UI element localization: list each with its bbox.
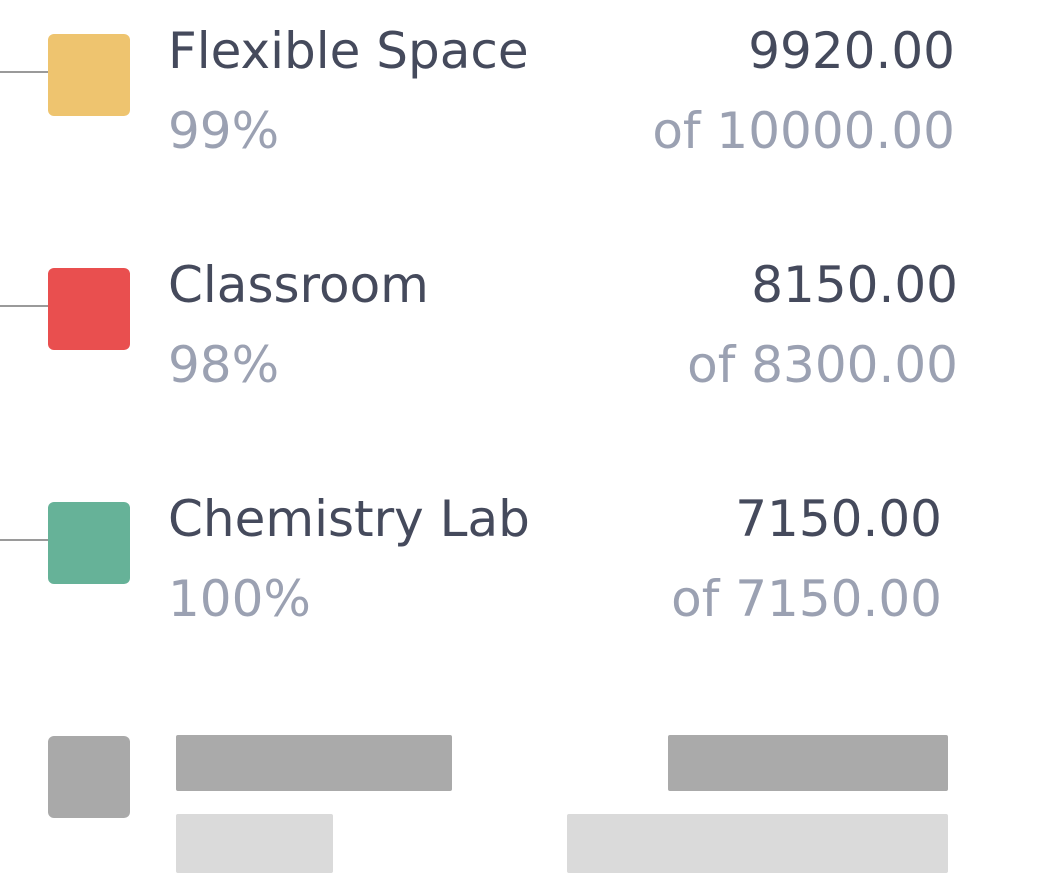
placeholder-swatch	[48, 736, 130, 818]
item-percent: 100%	[168, 570, 311, 628]
color-swatch	[48, 34, 130, 116]
placeholder-bar	[668, 735, 948, 791]
placeholder-bar	[567, 814, 948, 873]
item-total: of 8300.00	[687, 336, 958, 394]
item-total: of 10000.00	[652, 102, 955, 160]
item-value: 9920.00	[748, 22, 955, 80]
item-name: Classroom	[168, 256, 429, 314]
connector-line	[0, 539, 48, 541]
item-name: Flexible Space	[168, 22, 529, 80]
connector-line	[0, 71, 48, 73]
item-percent: 98%	[168, 336, 280, 394]
item-name: Chemistry Lab	[168, 490, 530, 548]
item-value: 7150.00	[735, 490, 942, 548]
placeholder-bar	[176, 814, 333, 873]
color-swatch	[48, 268, 130, 350]
placeholder-bar	[176, 735, 452, 791]
item-percent: 99%	[168, 102, 280, 160]
item-total: of 7150.00	[671, 570, 942, 628]
color-swatch	[48, 502, 130, 584]
item-value: 8150.00	[751, 256, 958, 314]
connector-line	[0, 305, 48, 307]
